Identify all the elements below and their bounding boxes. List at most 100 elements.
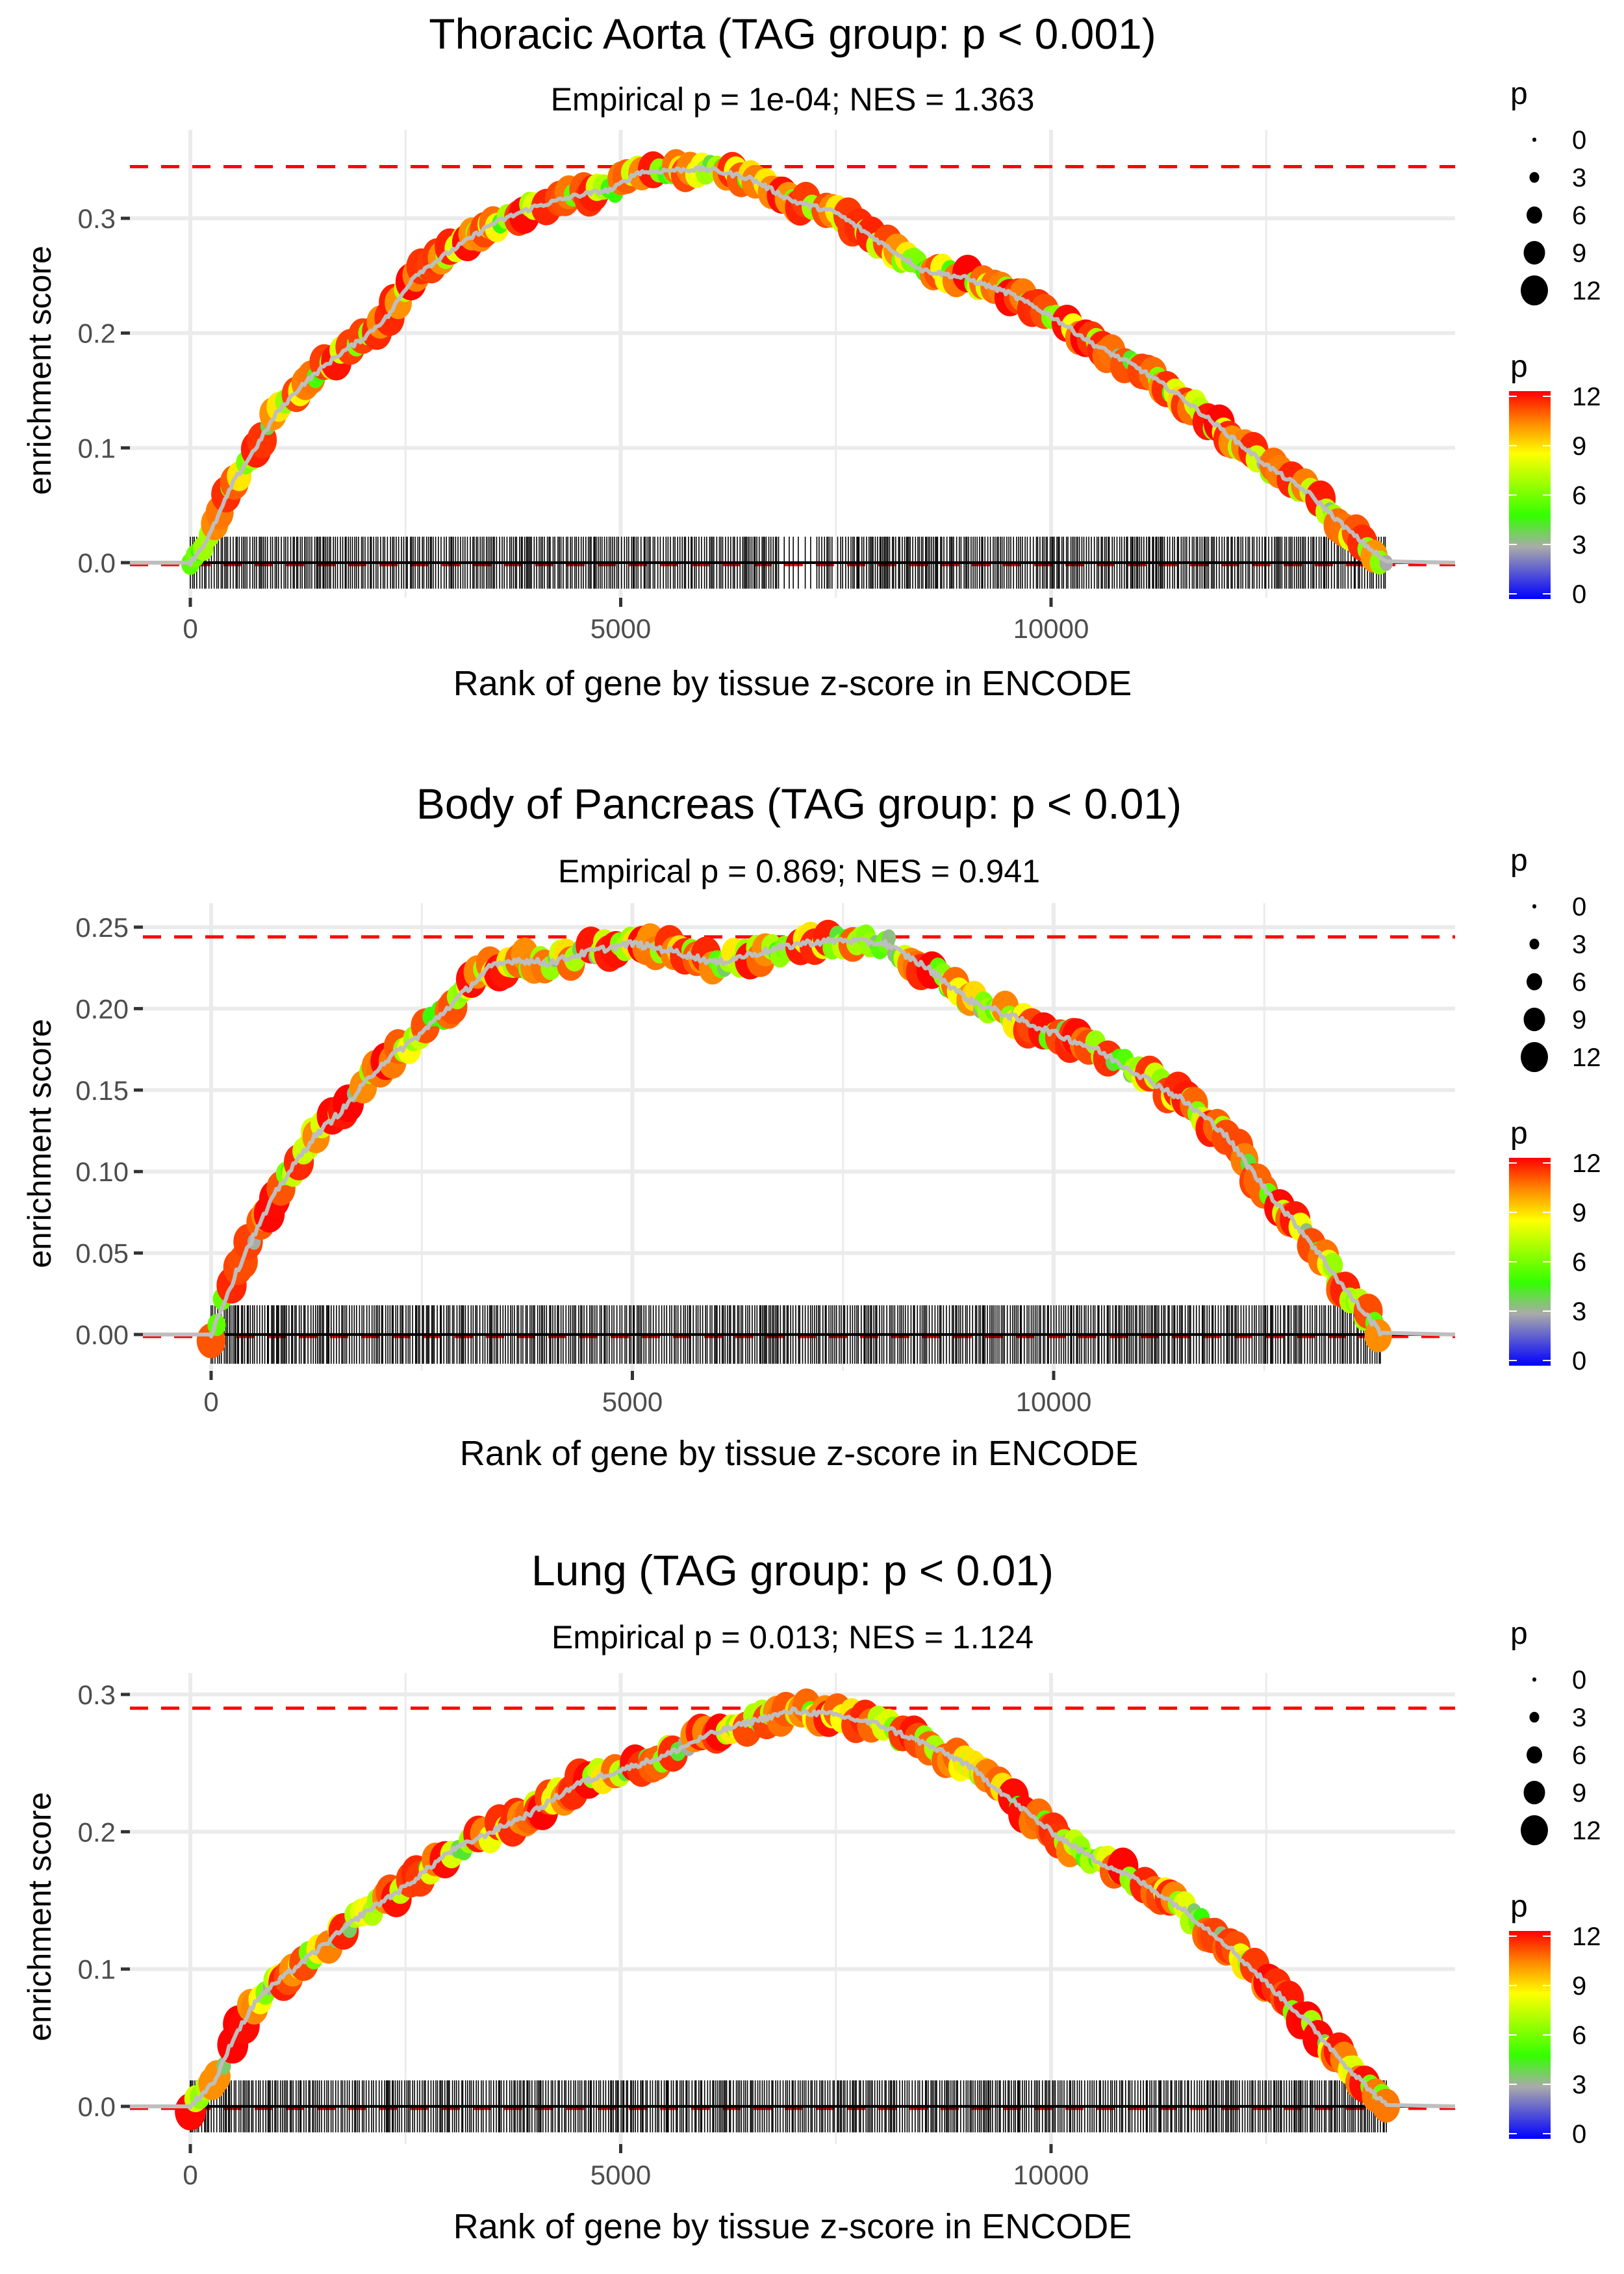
legend-group: p 0 3 6 9 12 p 12 9 6 3 0: [1509, 843, 1601, 1375]
size-legend-dot: [1523, 1007, 1545, 1032]
size-legend-label: 12: [1572, 1043, 1601, 1072]
color-legend-label: 3: [1572, 1297, 1586, 1326]
x-tick-label: 0: [183, 2160, 197, 2190]
size-legend-dot: [1521, 1815, 1548, 1846]
y-tick-label: 0.20: [75, 993, 129, 1024]
panel-title: Lung (TAG group: p < 0.01): [531, 1546, 1054, 1594]
y-tick-label: 0.05: [75, 1238, 129, 1269]
color-legend-title: p: [1510, 1116, 1528, 1151]
es-points: [175, 1688, 1401, 2131]
size-legend-label: 6: [1572, 201, 1586, 230]
color-legend-label: 3: [1572, 2071, 1586, 2099]
color-legend-label: 0: [1572, 2120, 1586, 2149]
size-legend-dot: [1532, 137, 1536, 142]
size-legend-dot: [1523, 240, 1545, 265]
y-tick-label: 0.3: [78, 1680, 116, 1710]
color-legend-title: p: [1510, 1889, 1528, 1924]
size-legend-label: 9: [1572, 239, 1586, 268]
es-points: [181, 149, 1393, 575]
panel-lung: Lung (TAG group: p < 0.01) Empirical p =…: [21, 1546, 1456, 2246]
size-legend-label: 12: [1572, 277, 1601, 305]
size-legend-dot: [1527, 973, 1542, 991]
size-legend-label: 0: [1572, 893, 1586, 921]
y-tick-label: 0.1: [78, 1954, 116, 1985]
size-legend-label: 0: [1572, 1666, 1586, 1694]
y-axis-label: enrichment score: [21, 246, 58, 495]
size-legend-title: p: [1510, 77, 1528, 111]
x-tick-label: 5000: [590, 2160, 651, 2190]
plot-area: 0.0 0.1 0.2 0.3 0 5000 10000: [78, 130, 1456, 644]
legend-group: p 0 3 6 9 12 p 12 9 6 3 0: [1509, 77, 1601, 609]
x-tick-label: 5000: [590, 613, 651, 644]
color-legend-label: 12: [1572, 1149, 1601, 1178]
size-legend-title: p: [1510, 1616, 1528, 1651]
x-tick-label: 0: [203, 1386, 218, 1417]
y-axis-label: enrichment score: [21, 1792, 58, 2041]
size-legend-dot: [1529, 172, 1540, 183]
panel-body-of-pancreas: Body of Pancreas (TAG group: p < 0.01) E…: [21, 780, 1456, 1473]
y-tick-label: 0.0: [78, 2091, 116, 2122]
color-legend-label: 3: [1572, 531, 1586, 559]
size-legend-dot: [1527, 1746, 1542, 1764]
es-curve: [130, 164, 1456, 567]
x-axis-label: Rank of gene by tissue z-score in ENCODE: [460, 1434, 1138, 1473]
y-tick-label: 0.15: [75, 1075, 129, 1106]
x-tick-label: 5000: [602, 1386, 663, 1417]
size-legend-dot: [1527, 206, 1542, 224]
size-legend-dot: [1532, 1677, 1536, 1682]
size-legend-label: 9: [1572, 1006, 1586, 1034]
size-legend-dot: [1521, 275, 1548, 306]
y-tick-label: 0.25: [75, 912, 129, 943]
color-legend-label: 0: [1572, 1347, 1586, 1375]
size-legend-dot: [1529, 1711, 1540, 1723]
size-legend-label: 12: [1572, 1817, 1601, 1845]
legend-group: p 0 3 6 9 12 p 12 9 6 3 0: [1509, 1616, 1601, 2149]
es-points: [196, 919, 1392, 1359]
color-legend-label: 0: [1572, 580, 1586, 609]
size-legend-dot: [1521, 1041, 1548, 1073]
color-legend-title: p: [1510, 350, 1528, 384]
y-tick-label: 0.3: [78, 203, 116, 234]
x-tick-label: 10000: [1016, 1386, 1092, 1417]
x-axis-label: Rank of gene by tissue z-score in ENCODE: [453, 664, 1132, 703]
size-legend-label: 0: [1572, 126, 1586, 155]
size-legend-label: 3: [1572, 1704, 1586, 1732]
panel-subtitle: Empirical p = 0.869; NES = 0.941: [558, 853, 1040, 889]
panel-title: Thoracic Aorta (TAG group: p < 0.001): [429, 10, 1156, 58]
size-legend-label: 3: [1572, 164, 1586, 192]
size-legend-label: 9: [1572, 1779, 1586, 1808]
color-legend-label: 6: [1572, 481, 1586, 510]
plot-area: 0.0 0.1 0.2 0.3 0 5000 10000: [78, 1673, 1456, 2190]
y-tick-label: 0.2: [78, 318, 116, 349]
size-legend-label: 6: [1572, 968, 1586, 997]
size-legend-title: p: [1510, 843, 1528, 878]
color-legend-label: 12: [1572, 1923, 1601, 1951]
size-legend-label: 3: [1572, 930, 1586, 959]
es-curve: [143, 936, 1456, 1338]
x-tick-label: 0: [183, 613, 197, 644]
es-point: [1364, 1319, 1392, 1353]
y-tick-label: 0.1: [78, 433, 116, 463]
panel-subtitle: Empirical p = 1e-04; NES = 1.363: [551, 81, 1035, 118]
x-tick-label: 10000: [1013, 2160, 1089, 2190]
y-tick-label: 0.00: [75, 1320, 129, 1350]
panel-title: Body of Pancreas (TAG group: p < 0.01): [416, 780, 1182, 828]
color-legend-label: 6: [1572, 2021, 1586, 2050]
size-legend-dot: [1532, 904, 1536, 909]
y-tick-label: 0.10: [75, 1156, 129, 1187]
panel-thoracic-aorta: Thoracic Aorta (TAG group: p < 0.001) Em…: [21, 10, 1456, 703]
es-curve: [130, 1706, 1456, 2110]
color-legend-label: 9: [1572, 432, 1586, 461]
color-legend-label: 6: [1572, 1248, 1586, 1277]
color-legend-label: 9: [1572, 1199, 1586, 1227]
y-axis-label: enrichment score: [21, 1019, 58, 1268]
size-legend-label: 6: [1572, 1741, 1586, 1770]
color-legend-label: 12: [1572, 383, 1601, 411]
size-legend-dot: [1523, 1780, 1545, 1805]
y-tick-label: 0.0: [78, 548, 116, 578]
plot-area: 0.00 0.05 0.10 0.15 0.20 0.25 0 5000 10000: [75, 903, 1456, 1417]
y-tick-label: 0.2: [78, 1817, 116, 1847]
color-legend-label: 9: [1572, 1972, 1586, 2000]
x-tick-label: 10000: [1013, 613, 1089, 644]
